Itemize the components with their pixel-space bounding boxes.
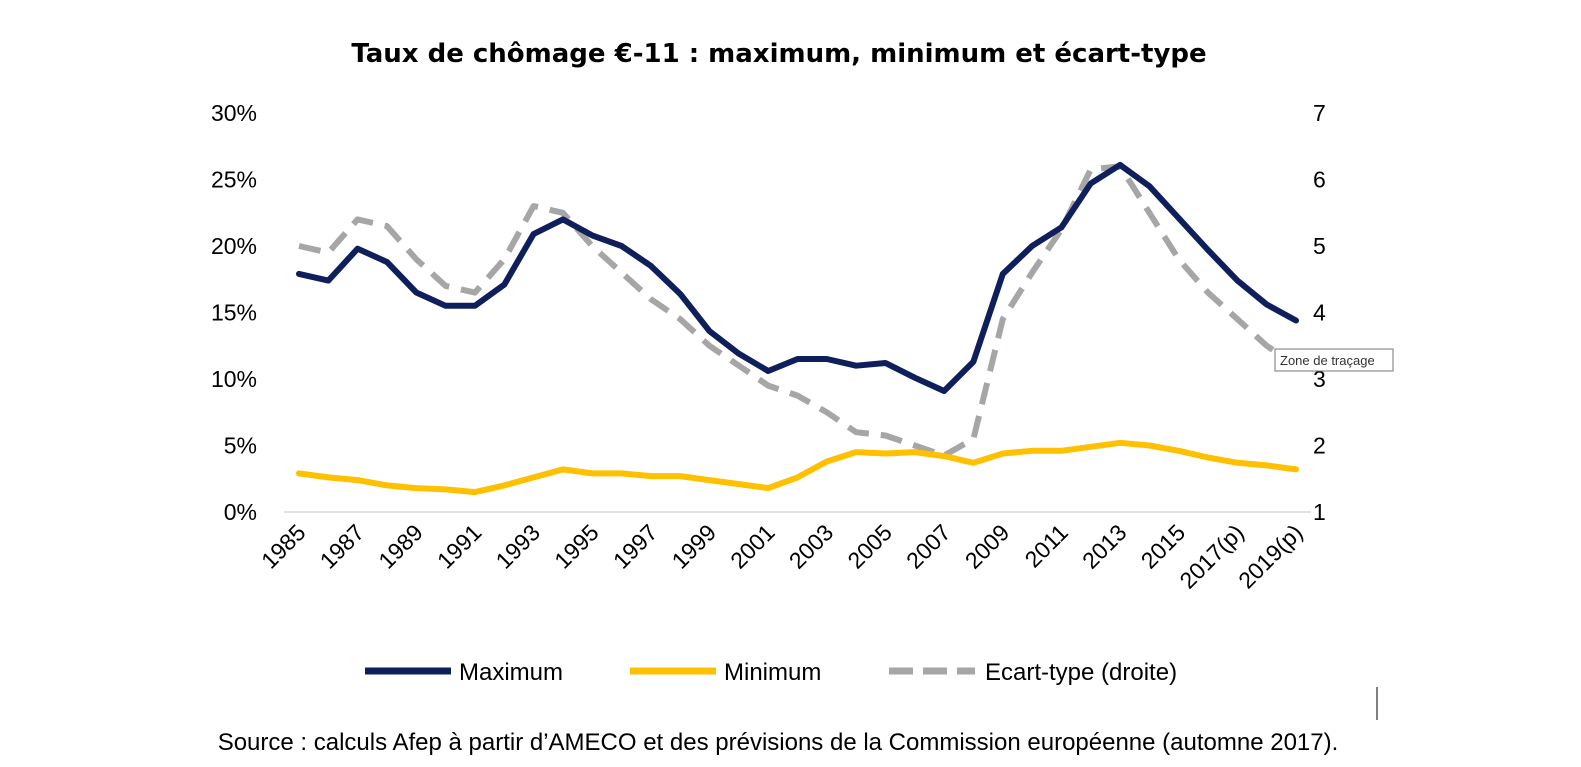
x-tick-label: 2019(p) xyxy=(1233,519,1307,593)
y-right-tick-label: 4 xyxy=(1313,300,1326,326)
x-tick-label: 2011 xyxy=(1020,519,1073,572)
x-tick-label: 2001 xyxy=(725,519,780,574)
x-tick-label: 1999 xyxy=(666,519,721,574)
y-left-tick-label: 5% xyxy=(224,433,257,459)
x-tick-label: 1995 xyxy=(549,519,604,574)
chart-title: Taux de chômage €-11 : maximum, minimum … xyxy=(351,39,1206,69)
x-tick-label: 2009 xyxy=(960,519,1015,574)
plot-area-tooltip: Zone de traçage xyxy=(1274,348,1394,372)
legend-label: Minimum xyxy=(724,659,821,686)
series-layer xyxy=(296,161,1299,496)
tooltip-box xyxy=(1274,348,1394,372)
x-tick-label: 1987 xyxy=(315,519,370,574)
y-right-tick-label: 5 xyxy=(1313,233,1326,259)
x-tick-label: 2017(p) xyxy=(1174,519,1248,593)
x-tick-label: 2013 xyxy=(1077,519,1132,574)
x-tick-label: 1985 xyxy=(256,519,311,574)
x-tick-label: 1991 xyxy=(432,519,487,574)
y-left-tick-label: 30% xyxy=(211,100,257,126)
series-line-minimum xyxy=(296,439,1299,496)
y-left-tick-label: 20% xyxy=(211,233,257,259)
tooltip-text: Zone de traçage xyxy=(1280,353,1375,368)
y-right-tick-label: 2 xyxy=(1313,433,1326,459)
legend: Maximum Minimum Ecart-type (droite) xyxy=(365,659,1177,686)
series-line-maximum xyxy=(296,161,1299,394)
y-left-tick-label: 10% xyxy=(211,366,257,392)
y-right-tick-label: 1 xyxy=(1313,499,1326,525)
x-tick-label: 2007 xyxy=(901,519,956,574)
source-note: Source : calculs Afep à partir d’AMECO e… xyxy=(218,729,1339,756)
legend-label: Ecart-type (droite) xyxy=(985,659,1177,686)
y-left-tick-label: 15% xyxy=(211,300,257,326)
y-left-tick-label: 0% xyxy=(224,499,257,525)
x-tick-label: 2003 xyxy=(784,519,839,574)
x-tick-label: 1997 xyxy=(608,519,663,574)
series-line-ecart-type-droite xyxy=(298,163,1298,459)
y-right-tick-label: 3 xyxy=(1313,366,1326,392)
y-right-tick-label: 6 xyxy=(1313,167,1326,193)
y-right-tick-label: 7 xyxy=(1313,100,1326,126)
x-tick-label: 2015 xyxy=(1136,519,1191,574)
x-tick-label: 1993 xyxy=(491,519,546,574)
y-left-tick-label: 25% xyxy=(211,167,257,193)
x-tick-label: 1989 xyxy=(373,519,428,574)
legend-label: Maximum xyxy=(459,659,563,686)
x-tick-label: 2005 xyxy=(842,519,897,574)
